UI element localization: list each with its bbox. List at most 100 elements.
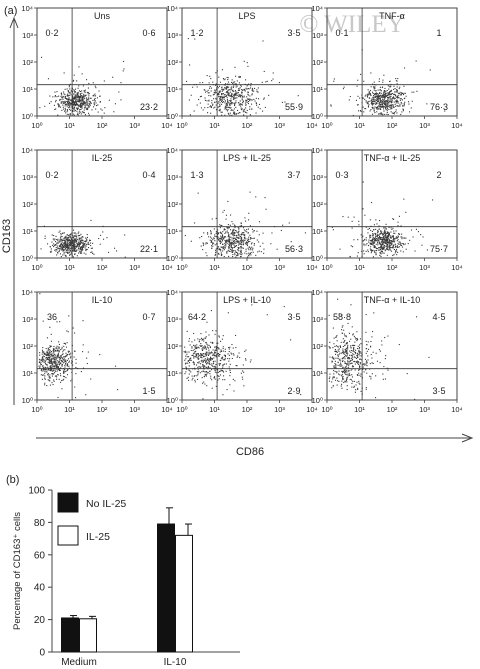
scatter-dot [204,346,206,348]
y-tick-label: 10² [312,58,323,67]
scatter-dot [60,98,62,100]
scatter-dot [194,222,196,224]
scatter-dot [214,378,216,380]
scatter-dot [260,251,262,253]
scatter-dot [69,247,71,249]
scatter-dot [67,358,69,360]
scatter-dot [387,235,389,237]
scatter-dot [49,349,51,351]
scatter-dot [234,224,236,226]
scatter-dot [247,103,249,105]
scatter-dot [55,250,57,252]
scatter-dot [236,234,238,236]
scatter-dot [76,245,78,247]
scatter-dot [61,247,63,249]
scatter-dot [83,91,85,93]
scatter-dot [401,246,403,248]
scatter-dot [370,249,372,251]
scatter-dot [41,358,43,360]
scatter-dot [193,110,195,112]
scatter-dot [411,91,413,93]
scatter-dot [81,90,83,92]
scatter-dot [223,371,225,373]
scatter-dot [218,336,220,338]
scatter-dot [369,93,371,95]
scatter-dot [65,242,67,244]
scatter-dot [191,346,193,348]
scatter-dot [242,89,244,91]
scatter-dot [395,230,397,232]
scatter-dot [348,373,350,375]
scatter-dot [395,78,397,80]
scatter-dot [378,96,380,98]
scatter-dot [77,93,79,95]
scatter-dot [221,240,223,242]
scatter-dot [68,365,70,367]
scatter-dot [396,95,398,97]
scatter-dot [215,84,217,86]
scatter-dot [232,378,234,380]
scatter-dot [73,248,75,250]
scatter-dot [359,355,361,357]
scatter-dot [367,89,369,91]
scatter-dot [214,253,216,255]
scatter-dot [356,338,358,340]
scatter-dot [347,347,349,349]
scatter-dot [381,239,383,241]
scatter-dot [48,367,50,369]
scatter-dot [63,108,65,110]
scatter-dot [90,251,92,253]
scatter-dot [201,359,203,361]
scatter-dot [360,110,362,112]
scatter-dot [258,98,260,100]
scatter-dot [334,360,336,362]
scatter-dot [75,397,77,399]
scatter-dot [51,368,53,370]
scatter-dot [68,86,70,88]
scatter-dot [92,95,94,97]
scatter-dot [341,365,343,367]
scatter-dot [196,364,198,366]
scatter-dot [240,250,242,252]
scatter-dot [70,242,72,244]
scatter-dot [362,208,364,210]
scatter-dot [406,373,408,375]
scatter-dot [63,245,65,247]
scatter-dot [347,375,349,377]
scatter-dot [226,105,228,107]
scatter-dot [240,95,242,97]
scatter-dot [379,107,381,109]
scatter-dot [57,355,59,357]
scatter-dot [81,247,83,249]
scatter-dot [231,114,233,116]
scatter-dot [272,78,274,80]
scatter-dot [367,359,369,361]
scatter-dot [397,246,399,248]
scatter-dot [379,105,381,107]
scatter-dot [233,108,235,110]
scatter-dot [74,240,76,242]
scatter-dot [238,240,240,242]
scatter-dot [231,221,233,223]
scatter-dot [47,350,49,352]
scatter-dot [359,358,361,360]
scatter-dot [235,238,237,240]
scatter-dot [368,239,370,241]
scatter-dot [53,358,55,360]
scatter-dot [53,357,55,359]
scatter-dot [368,348,370,350]
scatter-dot [59,369,61,371]
scatter-dot [76,104,78,106]
scatter-dot [345,350,347,352]
scatter-dot [74,244,76,246]
scatter-dot [387,237,389,239]
scatter-dot [229,358,231,360]
scatter-dot [276,248,278,250]
scatter-dot [185,355,187,357]
scatter-dot [79,91,81,93]
scatter-dot [382,233,384,235]
scatter-dot [248,236,250,238]
scatter-dot [334,367,336,369]
scatter-dot [81,97,83,99]
scatter-dot [69,99,71,101]
